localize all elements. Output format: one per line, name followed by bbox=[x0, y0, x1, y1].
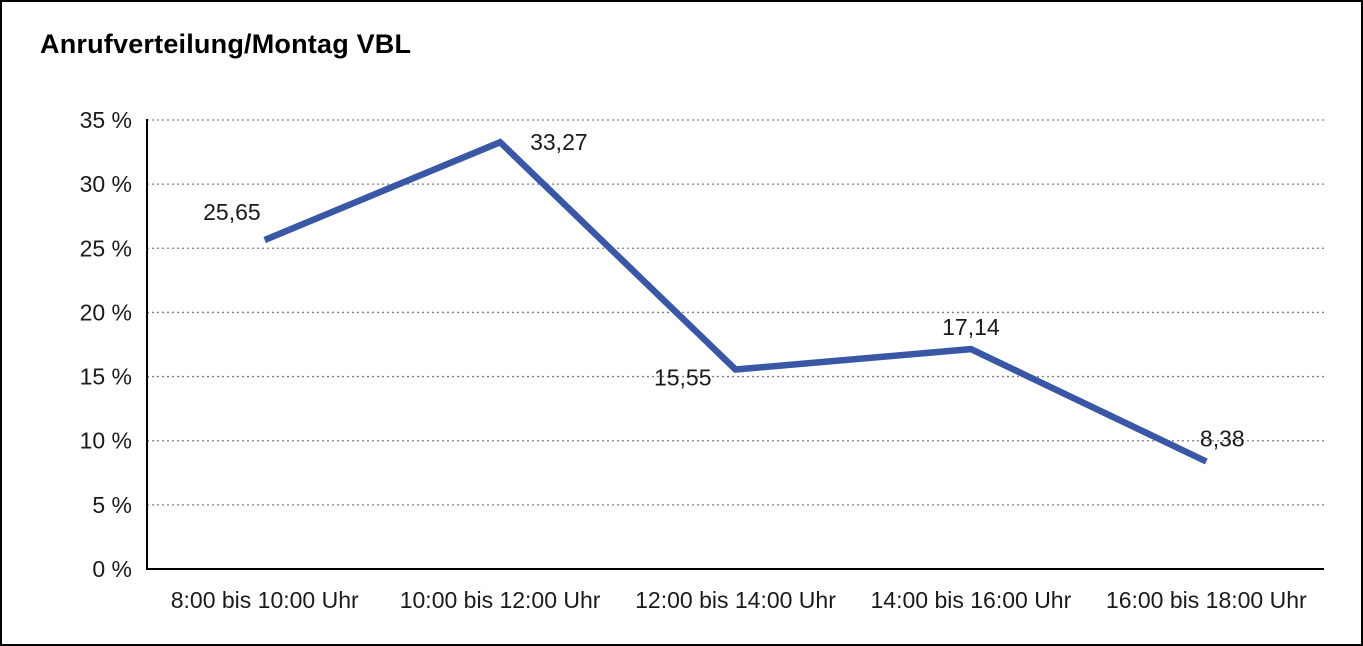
x-axis-category-label: 8:00 bis 10:00 Uhr bbox=[171, 587, 359, 613]
data-point-label: 25,65 bbox=[203, 199, 261, 225]
data-series-line bbox=[263, 138, 1208, 465]
y-axis-tick-label: 35 % bbox=[80, 107, 132, 133]
x-axis-category-label: 16:00 bis 18:00 Uhr bbox=[1106, 587, 1307, 613]
data-point-label: 17,14 bbox=[942, 314, 1000, 340]
y-axis-tick-label: 15 % bbox=[80, 364, 132, 390]
y-axis-tick-label: 25 % bbox=[80, 235, 132, 261]
x-axis-category-label: 10:00 bis 12:00 Uhr bbox=[400, 587, 601, 613]
y-axis-tick-label: 5 % bbox=[92, 492, 132, 518]
y-axis-tick-label: 0 % bbox=[92, 556, 132, 582]
chart-title: Anrufverteilung/Montag VBL bbox=[40, 29, 412, 59]
y-axis-tick-label: 30 % bbox=[80, 171, 132, 197]
y-axis-tick-label: 20 % bbox=[80, 299, 132, 325]
data-point-label: 8,38 bbox=[1200, 425, 1245, 451]
y-axis-tick-label: 10 % bbox=[80, 428, 132, 454]
x-axis-category-label: 12:00 bis 14:00 Uhr bbox=[635, 587, 836, 613]
x-axis-category-label: 14:00 bis 16:00 Uhr bbox=[871, 587, 1072, 613]
data-point-label: 33,27 bbox=[530, 129, 588, 155]
data-point-label: 15,55 bbox=[654, 365, 712, 391]
